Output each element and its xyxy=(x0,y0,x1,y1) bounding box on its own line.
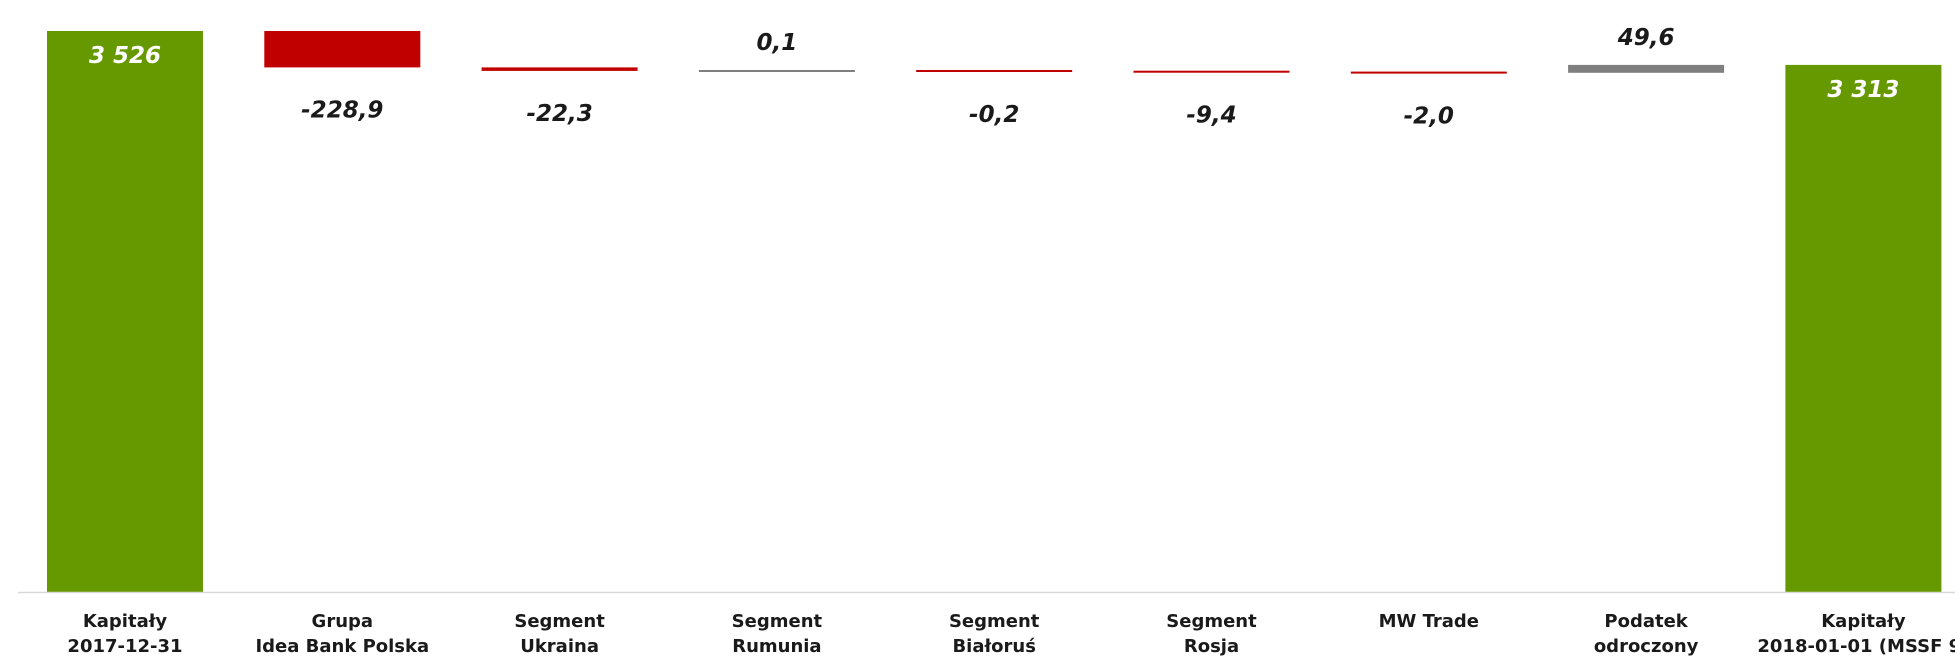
value-label-1: 3 526 xyxy=(89,43,161,69)
bars-group xyxy=(47,31,1942,592)
category-label-2-line-1: Grupa xyxy=(312,611,374,632)
bar-3 xyxy=(481,67,638,71)
category-label-2-line-2: Idea Bank Polska xyxy=(255,636,429,657)
value-label-3: -22,3 xyxy=(526,101,592,127)
bar-5 xyxy=(916,70,1073,72)
category-labels-group: Kapitały 2017-12-31 Grupa Idea Bank Polska S… xyxy=(67,611,1955,657)
bar-1 xyxy=(47,31,203,592)
bar-8 xyxy=(1568,64,1725,73)
bar-9 xyxy=(1785,64,1942,592)
value-label-6: -9,4 xyxy=(1186,103,1236,129)
category-label-1-line-2: 2017-12-31 xyxy=(67,636,182,657)
category-label-4-line-1: Segment xyxy=(732,611,823,632)
category-label-4-line-2: Rumunia xyxy=(732,636,821,657)
category-label-5-line-2: Białoruś xyxy=(952,636,1036,657)
value-label-9: 3 313 xyxy=(1827,77,1899,103)
value-label-8: 49,6 xyxy=(1617,25,1675,51)
value-label-7: -2,0 xyxy=(1404,104,1454,130)
category-label-9-line-2: 2018-01-01 (MSSF 9) xyxy=(1757,636,1955,657)
category-label-3-line-2: Ukraina xyxy=(520,636,599,657)
value-labels-group: 3 526 -228,9 -22,3 0,1 -0,2 -9,4 -2,0 49,6 3 313 xyxy=(89,25,1899,130)
value-label-5: -0,2 xyxy=(969,102,1019,128)
category-label-8-line-1: Podatek xyxy=(1604,611,1688,632)
value-label-4: 0,1 xyxy=(757,30,798,56)
bar-4 xyxy=(698,70,855,72)
bar-6 xyxy=(1133,70,1290,73)
bar-7 xyxy=(1350,71,1507,74)
category-label-9-line-1: Kapitały xyxy=(1821,611,1906,632)
category-label-5-line-1: Segment xyxy=(949,611,1040,632)
category-label-3-line-1: Segment xyxy=(514,611,605,632)
value-label-2: -228,9 xyxy=(301,97,383,123)
category-label-1-line-1: Kapitały xyxy=(83,611,168,632)
category-label-6-line-2: Rosja xyxy=(1184,636,1239,657)
category-label-6-line-1: Segment xyxy=(1166,611,1257,632)
category-label-7-line-1: MW Trade xyxy=(1379,611,1479,632)
category-label-8-line-2: odroczony xyxy=(1594,636,1699,657)
bar-2 xyxy=(264,31,421,68)
